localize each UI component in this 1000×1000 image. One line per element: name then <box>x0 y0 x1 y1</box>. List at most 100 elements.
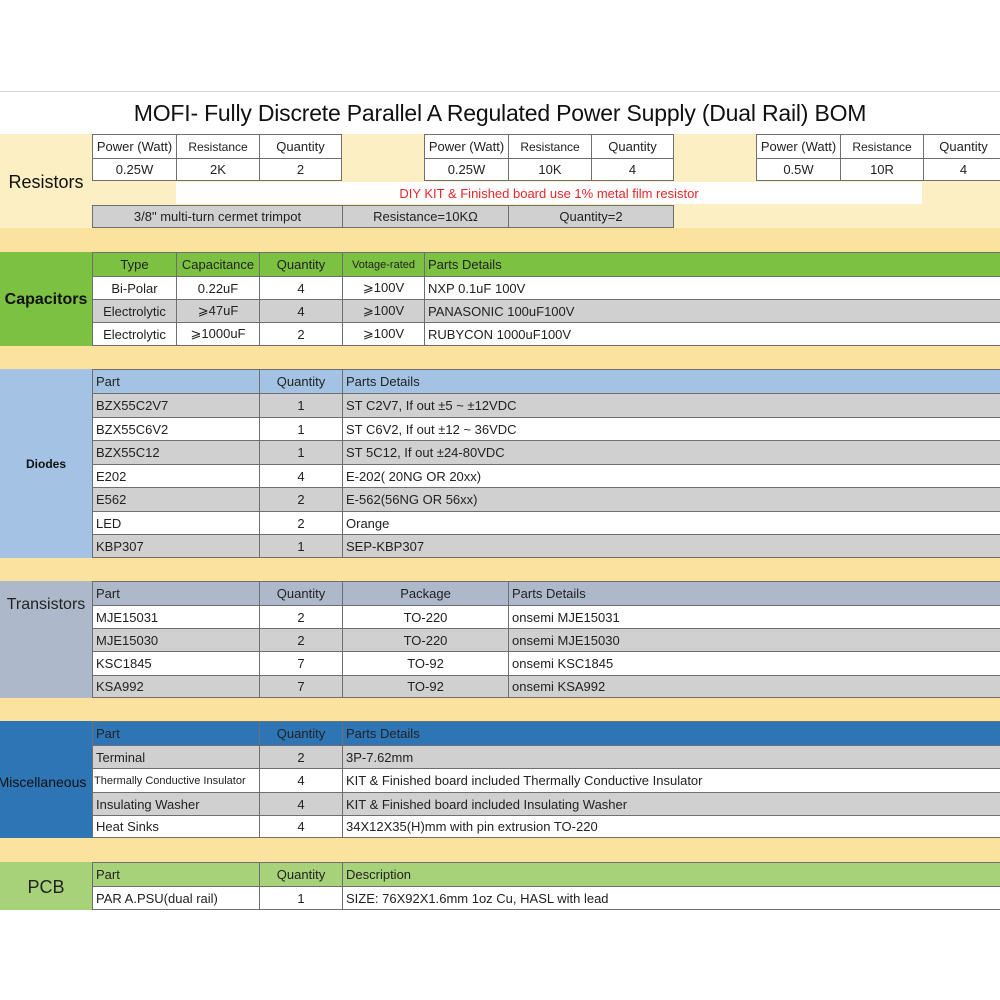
resistor-header-resistance: Resistance <box>176 134 259 158</box>
diodes-spacer-band <box>0 558 1000 581</box>
resistor-value-quantity: 2 <box>259 158 342 181</box>
resistor-header-quantity: Quantity <box>259 134 342 158</box>
misc-cell: 4 <box>259 815 342 838</box>
resistor-value-resistance: 2K <box>176 158 259 181</box>
transistor-cell: KSC1845 <box>92 651 259 675</box>
resistor-note: DIY KIT & Finished board use 1% metal fi… <box>176 182 922 204</box>
capacitor-cell: ⩾47uF <box>176 299 259 322</box>
diode-cell: ST C6V2, If out ±12 ~ 36VDC <box>342 417 1000 440</box>
transistor-header-package: Package <box>342 581 508 605</box>
transistor-cell: MJE15030 <box>92 628 259 651</box>
diode-cell: 1 <box>259 417 342 440</box>
diode-cell: Orange <box>342 511 1000 534</box>
transistor-cell: TO-220 <box>342 605 508 628</box>
misc-cell: KIT & Finished board included Insulating… <box>342 792 1000 815</box>
pcb-label: PCB <box>27 876 65 897</box>
diode-cell: KBP307 <box>92 534 259 558</box>
resistor-header-power: Power (Watt) <box>424 134 508 158</box>
diode-cell: BZX55C6V2 <box>92 417 259 440</box>
pcb-cell: PAR A.PSU(dual rail) <box>92 886 259 910</box>
resistors-label: Resistors <box>8 171 84 192</box>
diode-cell: BZX55C12 <box>92 440 259 464</box>
diode-cell: E-562(56NG OR 56xx) <box>342 487 1000 511</box>
resistor-value-power: 0.5W <box>756 158 840 181</box>
pcb-header-description: Description <box>342 862 1000 886</box>
misc-cell: Heat Sinks <box>92 815 259 838</box>
trimpot-quantity: Quantity=2 <box>508 205 674 228</box>
misc-label: Miscellaneous <box>0 774 87 790</box>
transistor-cell: 7 <box>259 651 342 675</box>
resistor-header-power: Power (Watt) <box>756 134 840 158</box>
diode-header-details: Parts Details <box>342 369 1000 393</box>
transistor-cell: onsemi MJE15031 <box>508 605 1000 628</box>
diode-cell: 1 <box>259 534 342 558</box>
misc-cell: Thermally Conductive Insulator <box>92 768 259 792</box>
capacitor-cell: 4 <box>259 299 342 322</box>
transistor-cell: MJE15031 <box>92 605 259 628</box>
capacitor-header-capacitance: Capacitance <box>176 252 259 276</box>
diode-cell: 1 <box>259 440 342 464</box>
resistor-header-quantity: Quantity <box>591 134 674 158</box>
diodes-label: Diodes <box>25 457 66 471</box>
diode-header-quantity: Quantity <box>259 369 342 393</box>
misc-header-details: Parts Details <box>342 721 1000 745</box>
diode-cell: E562 <box>92 487 259 511</box>
capacitor-cell: Electrolytic <box>92 322 176 346</box>
diode-cell: LED <box>92 511 259 534</box>
diode-cell: E202 <box>92 464 259 487</box>
capacitor-cell: NXP 0.1uF 100V <box>424 276 1000 299</box>
capacitor-header-type: Type <box>92 252 176 276</box>
misc-cell: Insulating Washer <box>92 792 259 815</box>
capacitors-spacer-band <box>0 346 1000 369</box>
resistor-header-resistance: Resistance <box>840 134 923 158</box>
capacitor-cell: ⩾1000uF <box>176 322 259 346</box>
misc-cell: Terminal <box>92 745 259 768</box>
misc-cell: 34X12X35(H)mm with pin extrusion TO-220 <box>342 815 1000 838</box>
misc-header-quantity: Quantity <box>259 721 342 745</box>
misc-header-part: Part <box>92 721 259 745</box>
transistor-header-quantity: Quantity <box>259 581 342 605</box>
diode-cell: ST 5C12, If out ±24-80VDC <box>342 440 1000 464</box>
top-divider <box>0 91 1000 92</box>
transistors-spacer-band <box>0 698 1000 721</box>
transistor-cell: KSA992 <box>92 675 259 698</box>
resistor-value-power: 0.25W <box>92 158 176 181</box>
transistor-cell: TO-220 <box>342 628 508 651</box>
transistors-label: Transistors <box>6 596 86 613</box>
capacitor-cell: Electrolytic <box>92 299 176 322</box>
resistor-value-quantity: 4 <box>591 158 674 181</box>
diode-cell: BZX55C2V7 <box>92 393 259 417</box>
misc-spacer-band <box>0 838 1000 862</box>
transistor-cell: onsemi MJE15030 <box>508 628 1000 651</box>
capacitor-cell: PANASONIC 100uF100V <box>424 299 1000 322</box>
capacitor-cell: 2 <box>259 322 342 346</box>
capacitor-cell: RUBYCON 1000uF100V <box>424 322 1000 346</box>
transistor-header-part: Part <box>92 581 259 605</box>
capacitor-cell: ⩾100V <box>342 299 424 322</box>
capacitor-cell: 4 <box>259 276 342 299</box>
resistor-header-power: Power (Watt) <box>92 134 176 158</box>
misc-cell: KIT & Finished board included Thermally … <box>342 768 1000 792</box>
transistor-cell: 2 <box>259 605 342 628</box>
misc-cell: 3P-7.62mm <box>342 745 1000 768</box>
transistor-cell: onsemi KSC1845 <box>508 651 1000 675</box>
misc-cell: 2 <box>259 745 342 768</box>
capacitors-label: Capacitors <box>4 291 88 308</box>
pcb-cell: 1 <box>259 886 342 910</box>
diode-header-part: Part <box>92 369 259 393</box>
capacitor-cell: Bi-Polar <box>92 276 176 299</box>
resistor-value-power: 0.25W <box>424 158 508 181</box>
diode-cell: ST C2V7, If out ±5 ~ ±12VDC <box>342 393 1000 417</box>
misc-cell: 4 <box>259 768 342 792</box>
transistor-cell: 2 <box>259 628 342 651</box>
transistor-header-details: Parts Details <box>508 581 1000 605</box>
resistor-value-resistance: 10K <box>508 158 591 181</box>
page-title: MOFI- Fully Discrete Parallel A Regulate… <box>133 100 867 126</box>
trimpot-resistance: Resistance=10KΩ <box>342 205 508 228</box>
diode-cell: 2 <box>259 487 342 511</box>
transistor-cell: onsemi KSA992 <box>508 675 1000 698</box>
transistor-cell: TO-92 <box>342 675 508 698</box>
resistor-value-quantity: 4 <box>923 158 1000 181</box>
diode-cell: E-202( 20NG OR 20xx) <box>342 464 1000 487</box>
